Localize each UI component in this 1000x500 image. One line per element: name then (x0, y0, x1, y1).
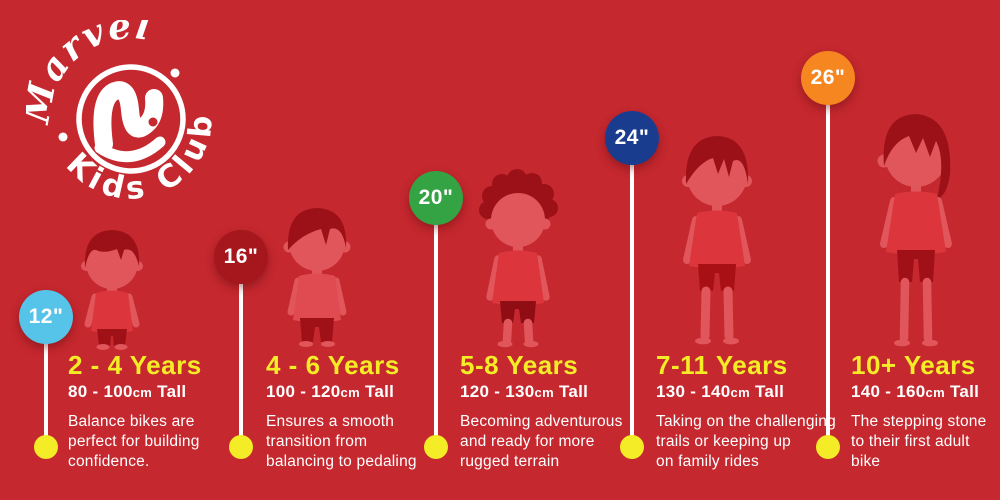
age-range-title: 10+ Years (851, 350, 976, 380)
connector-line (826, 78, 830, 447)
age-range-title: 2 - 4 Years (68, 350, 202, 380)
height-range: 140 - 160cm Tall (851, 382, 986, 402)
age-group-description: Becoming adventurous and ready for more … (460, 413, 623, 470)
age-group-info-4: 7-11 Years 130 - 140cm Tall Taking on the… (656, 350, 836, 472)
logo-swoosh-icon (94, 136, 166, 163)
age-group-description: Ensures a smooth transition from balanci… (266, 413, 417, 470)
height-range-numbers: 140 - 160 (851, 382, 926, 402)
kid-figure-10-plus-years (877, 114, 952, 347)
age-group-description: Balance bikes are perfect for building c… (68, 413, 200, 470)
wheel-size-label: 24" (614, 126, 650, 149)
wheel-size-label: 16" (223, 245, 259, 268)
timeline-dot (620, 435, 644, 459)
kid-figure-5-8-years (479, 169, 558, 348)
height-range-numbers: 80 - 100 (68, 382, 133, 402)
connector-line (44, 317, 48, 447)
wheel-size-badge-12: 12" (19, 290, 73, 344)
height-unit: cm (534, 385, 554, 401)
age-group-description: Taking on the challenging trails or keep… (656, 413, 836, 470)
height-range: 130 - 140cm Tall (656, 382, 836, 402)
logo-eye-dot (148, 117, 158, 127)
age-group-info-2: 4 - 6 Years 100 - 120cm Tall Ensures a sm… (266, 350, 417, 472)
age-group-info-3: 5-8 Years 120 - 130cm Tall Becoming adven… (460, 350, 623, 472)
height-suffix: Tall (754, 382, 785, 402)
age-group-description: The stepping stone to their first adult … (851, 413, 987, 470)
kid-figure-2-4-years (81, 230, 143, 350)
timeline-dot (34, 435, 58, 459)
timeline-dot (424, 435, 448, 459)
logo-left-dot (58, 132, 68, 142)
height-unit: cm (730, 385, 750, 401)
height-suffix: Tall (949, 382, 980, 402)
height-unit: cm (132, 385, 153, 401)
height-range-numbers: 100 - 120 (266, 382, 341, 402)
age-range-title: 4 - 6 Years (266, 350, 400, 380)
age-range-title: 5-8 Years (460, 350, 579, 380)
height-range: 100 - 120cm Tall (266, 382, 417, 402)
wheel-size-badge-24: 24" (605, 111, 659, 165)
wheel-size-label: 20" (418, 186, 454, 209)
height-range: 80 - 100cm Tall (68, 382, 202, 402)
wheel-size-label: 26" (810, 66, 846, 89)
connector-line (434, 198, 438, 447)
age-group-info-5: 10+ Years 140 - 160cm Tall The stepping s… (851, 350, 987, 472)
timeline-dot (229, 435, 253, 459)
logo-graphic: Marvel Kids Club (15, 5, 215, 208)
height-suffix: Tall (364, 382, 395, 402)
wheel-size-badge-16: 16" (214, 230, 268, 284)
logo-right-dot (170, 68, 180, 78)
logo-m-monogram-icon (93, 81, 164, 153)
logo-circle (76, 64, 186, 174)
age-range-title: 7-11 Years (656, 350, 788, 380)
height-range-numbers: 130 - 140 (656, 382, 731, 402)
height-unit: cm (925, 385, 945, 401)
kid-figure-7-11-years (682, 136, 752, 345)
wheel-size-badge-20: 20" (409, 171, 463, 225)
wheel-size-badge-26: 26" (801, 51, 855, 105)
height-range-numbers: 120 - 130 (460, 382, 535, 402)
kid-figure-4-6-years (283, 208, 351, 347)
connector-line (239, 257, 243, 447)
height-suffix: Tall (157, 382, 187, 402)
age-group-info-1: 2 - 4 Years 80 - 100cm Tall Balance bikes… (68, 350, 202, 472)
timeline-dot (816, 435, 840, 459)
connector-line (630, 138, 634, 447)
height-unit: cm (340, 385, 360, 401)
wheel-size-label: 12" (28, 305, 64, 328)
height-range: 120 - 130cm Tall (460, 382, 623, 402)
height-suffix: Tall (558, 382, 589, 402)
marvel-kids-club-logo: Marvel Kids Club (15, 5, 236, 225)
